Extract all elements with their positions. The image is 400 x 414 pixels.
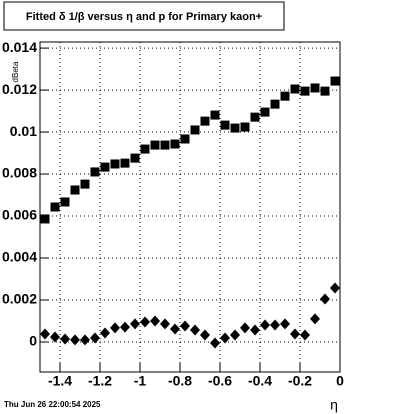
square-marker: [270, 99, 280, 109]
square-marker: [250, 112, 260, 122]
diamond-marker: [60, 333, 70, 345]
diamond-marker: [40, 328, 50, 340]
diamond-marker: [80, 334, 90, 346]
title-box: [3, 1, 285, 31]
diamond-marker: [280, 318, 290, 330]
diamond-marker: [170, 323, 180, 335]
y-tick-label: 0.004: [2, 249, 37, 265]
square-marker: [120, 158, 130, 168]
plot-frame: [39, 41, 341, 373]
square-marker: [230, 123, 240, 133]
square-marker: [90, 167, 100, 177]
diamond-marker: [160, 318, 170, 330]
y-tick-label: 0: [29, 333, 37, 349]
diamond-marker: [190, 324, 200, 336]
square-marker: [310, 83, 320, 93]
square-marker: [100, 162, 110, 172]
x-tick-label: -0.6: [208, 373, 232, 389]
x-tick-label: 0: [336, 373, 344, 389]
square-marker: [70, 185, 80, 195]
square-marker: [80, 179, 90, 189]
diamond-marker: [240, 322, 250, 334]
square-marker: [190, 125, 200, 135]
diamond-marker: [320, 293, 330, 305]
square-marker: [60, 197, 70, 207]
diamond-marker: [100, 327, 110, 339]
diamond-marker: [310, 313, 320, 325]
square-marker: [280, 91, 290, 101]
square-marker: [260, 107, 270, 117]
diamond-marker: [220, 332, 230, 344]
diamond-marker: [110, 322, 120, 334]
square-marker: [290, 84, 300, 94]
y-tick-label: 0.01: [10, 123, 37, 139]
diamond-marker: [290, 328, 300, 340]
square-marker: [220, 120, 230, 130]
diamond-marker: [330, 282, 340, 294]
square-marker: [170, 139, 180, 149]
diamond-marker: [200, 329, 210, 341]
y-tick-label: 0.002: [2, 291, 37, 307]
diamond-marker: [50, 331, 60, 343]
square-marker: [130, 153, 140, 163]
timestamp: Thu Jun 26 22:00:54 2025: [4, 400, 101, 409]
y-axis-label: dBeta: [11, 61, 20, 82]
y-tick-label: 0.012: [2, 81, 37, 97]
diamond-marker: [70, 334, 80, 346]
diamond-marker: [270, 319, 280, 331]
y-tick-label: 0.014: [2, 39, 37, 55]
diamond-marker: [130, 318, 140, 330]
diamond-marker: [230, 329, 240, 341]
x-tick-label: -1.4: [48, 373, 72, 389]
y-tick-label: 0.006: [2, 207, 37, 223]
x-tick-label: -0.2: [288, 373, 312, 389]
diamond-marker: [140, 316, 150, 328]
diamond-marker: [150, 315, 160, 327]
square-marker: [180, 134, 190, 144]
diamond-marker: [180, 320, 190, 332]
x-axis-label: η: [330, 397, 338, 413]
diamond-marker: [120, 321, 130, 333]
x-tick-label: -1: [134, 373, 147, 389]
square-marker: [240, 122, 250, 132]
chart-title: Fitted δ 1/β versus η and p for Primary …: [26, 11, 262, 23]
diamond-marker: [90, 332, 100, 344]
y-tick-label: 0.008: [2, 165, 37, 181]
square-marker: [320, 86, 330, 96]
square-marker: [210, 110, 220, 120]
x-tick-label: -0.8: [168, 373, 192, 389]
square-marker: [140, 144, 150, 154]
diamond-marker: [300, 329, 310, 341]
square-marker: [110, 159, 120, 169]
diamond-marker: [210, 337, 220, 349]
square-marker: [330, 76, 340, 86]
square-marker: [200, 116, 210, 126]
square-marker: [50, 202, 60, 212]
diamond-marker: [250, 324, 260, 336]
square-marker: [150, 140, 160, 150]
x-tick-label: -0.4: [248, 373, 272, 389]
square-marker: [40, 214, 50, 224]
diamond-marker: [260, 319, 270, 331]
square-marker: [160, 140, 170, 150]
x-tick-label: -1.2: [88, 373, 112, 389]
square-marker: [300, 86, 310, 96]
